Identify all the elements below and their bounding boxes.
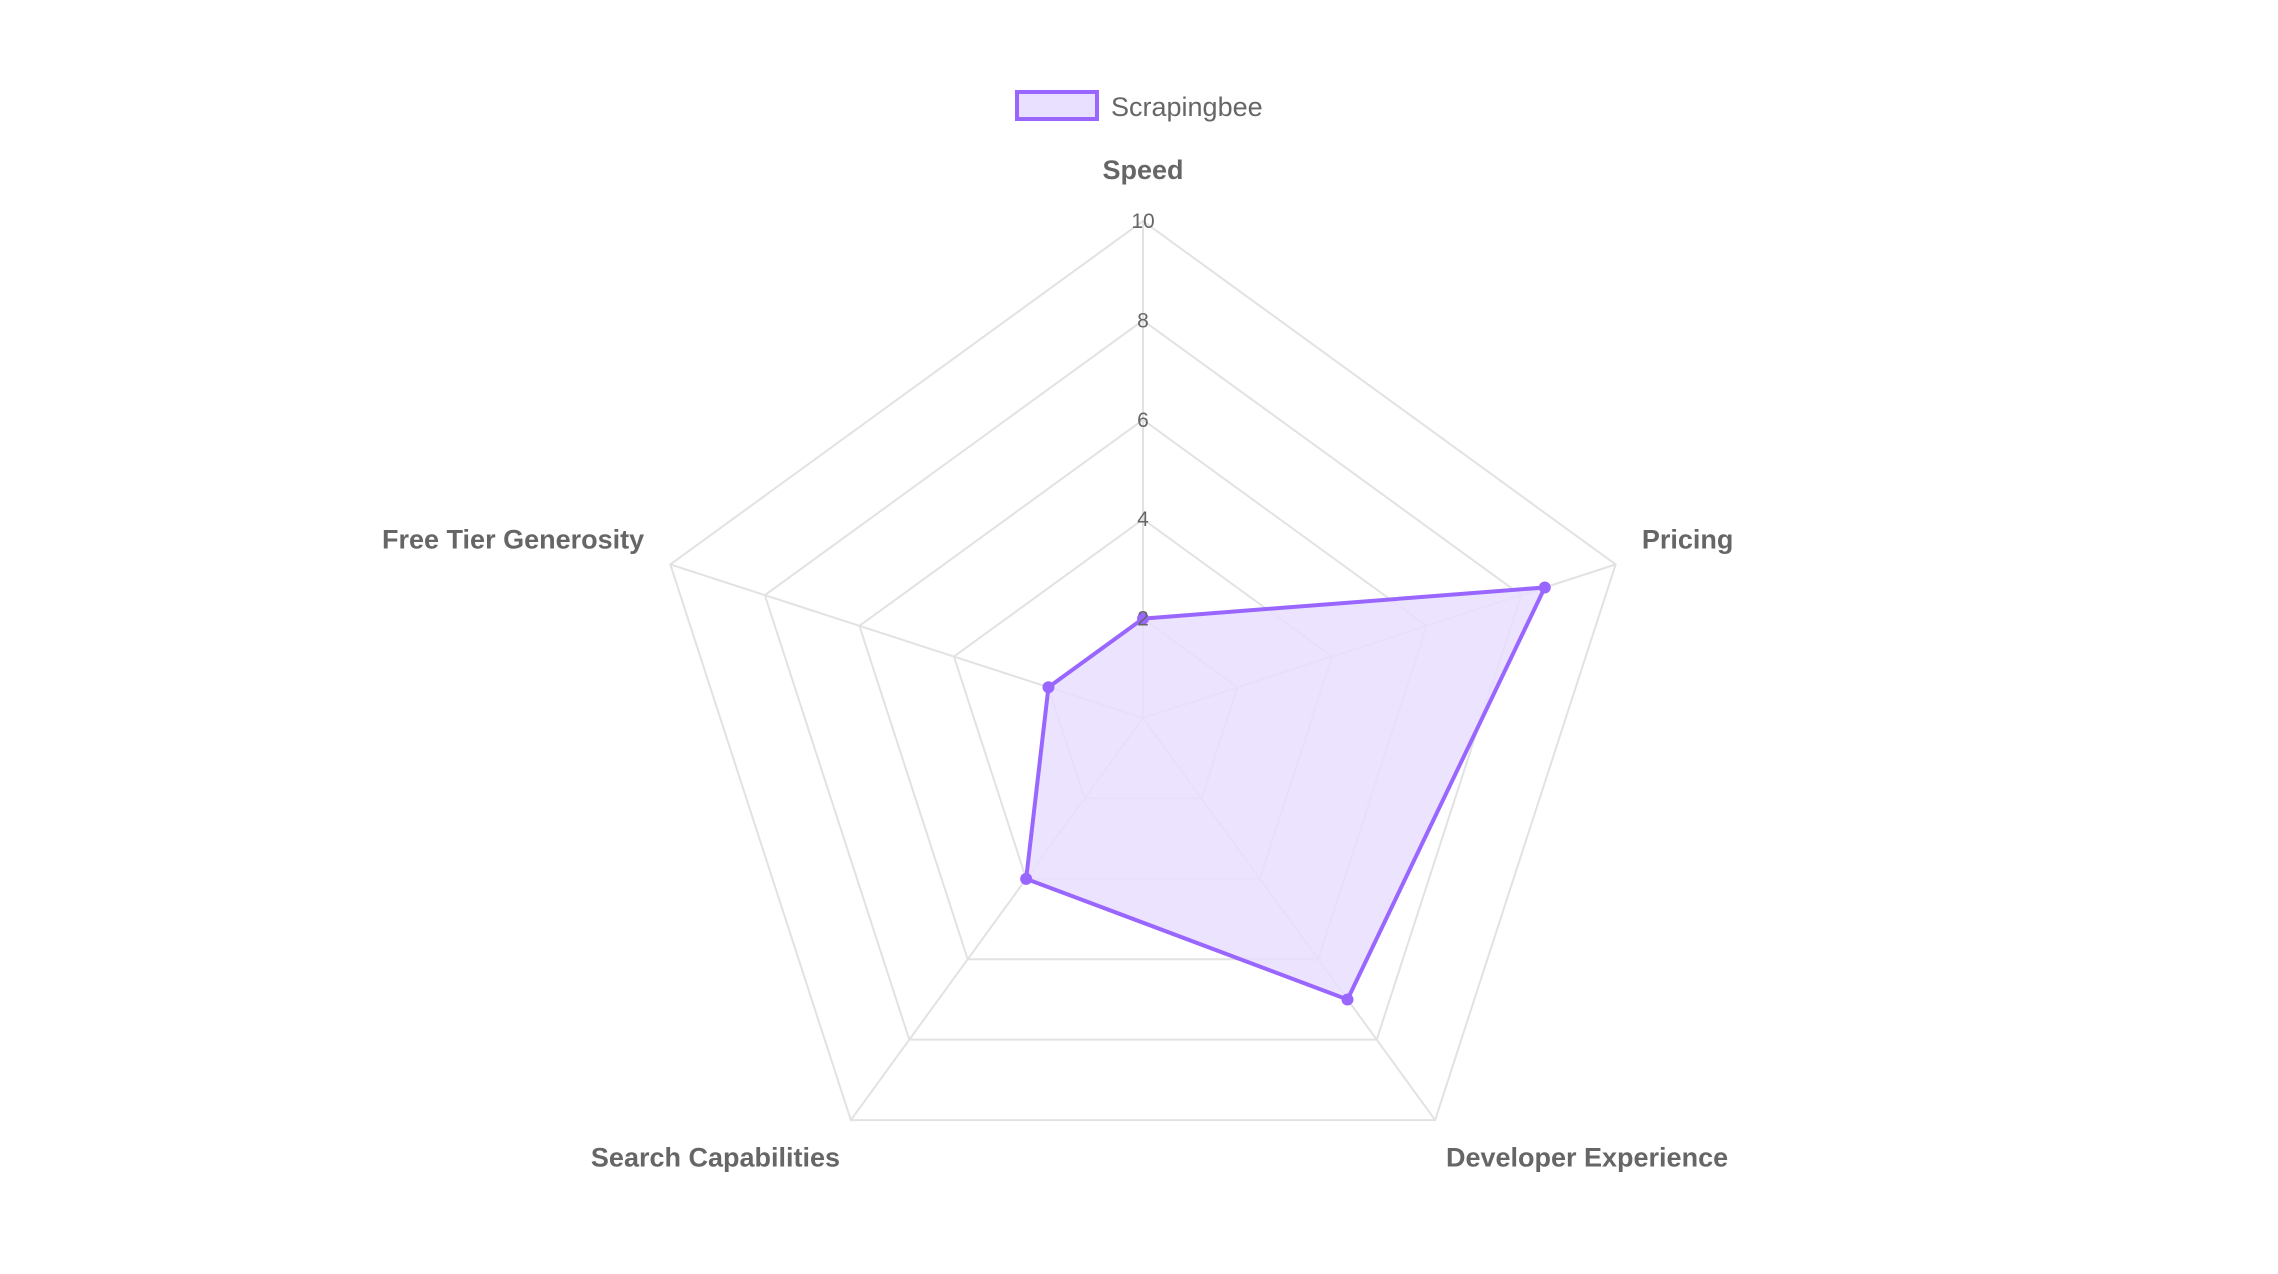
axis-label-free-tier-generosity: Free Tier Generosity	[382, 524, 644, 554]
axis-label-pricing: Pricing	[1642, 524, 1734, 554]
axis-label-search-capabilities: Search Capabilities	[591, 1142, 840, 1172]
grid-ring-6	[858, 418, 1428, 961]
tick-label: 10	[1131, 210, 1154, 233]
data-point-search-capabilities[interactable]	[1020, 872, 1033, 885]
tick-label: 2	[1137, 608, 1149, 631]
grid-ring-10	[669, 219, 1617, 1122]
tick-labels: 2 4 6 8 10	[1131, 210, 1154, 631]
axis-label-developer-experience: Developer Experience	[1446, 1142, 1728, 1172]
tick-label: 8	[1137, 309, 1149, 332]
legend-label-scrapingbee[interactable]: Scrapingbee	[1111, 92, 1263, 122]
data-point-free-tier-generosity[interactable]	[1042, 681, 1055, 694]
tick-label: 4	[1137, 508, 1149, 531]
tick-label: 6	[1137, 409, 1149, 432]
data-point-developer-experience[interactable]	[1341, 993, 1354, 1006]
series-area-scrapingbee	[1024, 585, 1547, 1002]
legend-swatch-scrapingbee	[1015, 90, 1099, 121]
grid-ring-8	[763, 319, 1523, 1041]
data-point-pricing[interactable]	[1538, 581, 1551, 594]
axis-label-speed: Speed	[1102, 155, 1183, 185]
series-layer	[1020, 581, 1551, 1006]
data-point-speed[interactable]	[1137, 612, 1149, 625]
axis-labels: Speed Pricing Developer Experience Search C…	[382, 155, 1733, 1173]
legend[interactable]: Scrapingbee	[1015, 90, 1263, 122]
